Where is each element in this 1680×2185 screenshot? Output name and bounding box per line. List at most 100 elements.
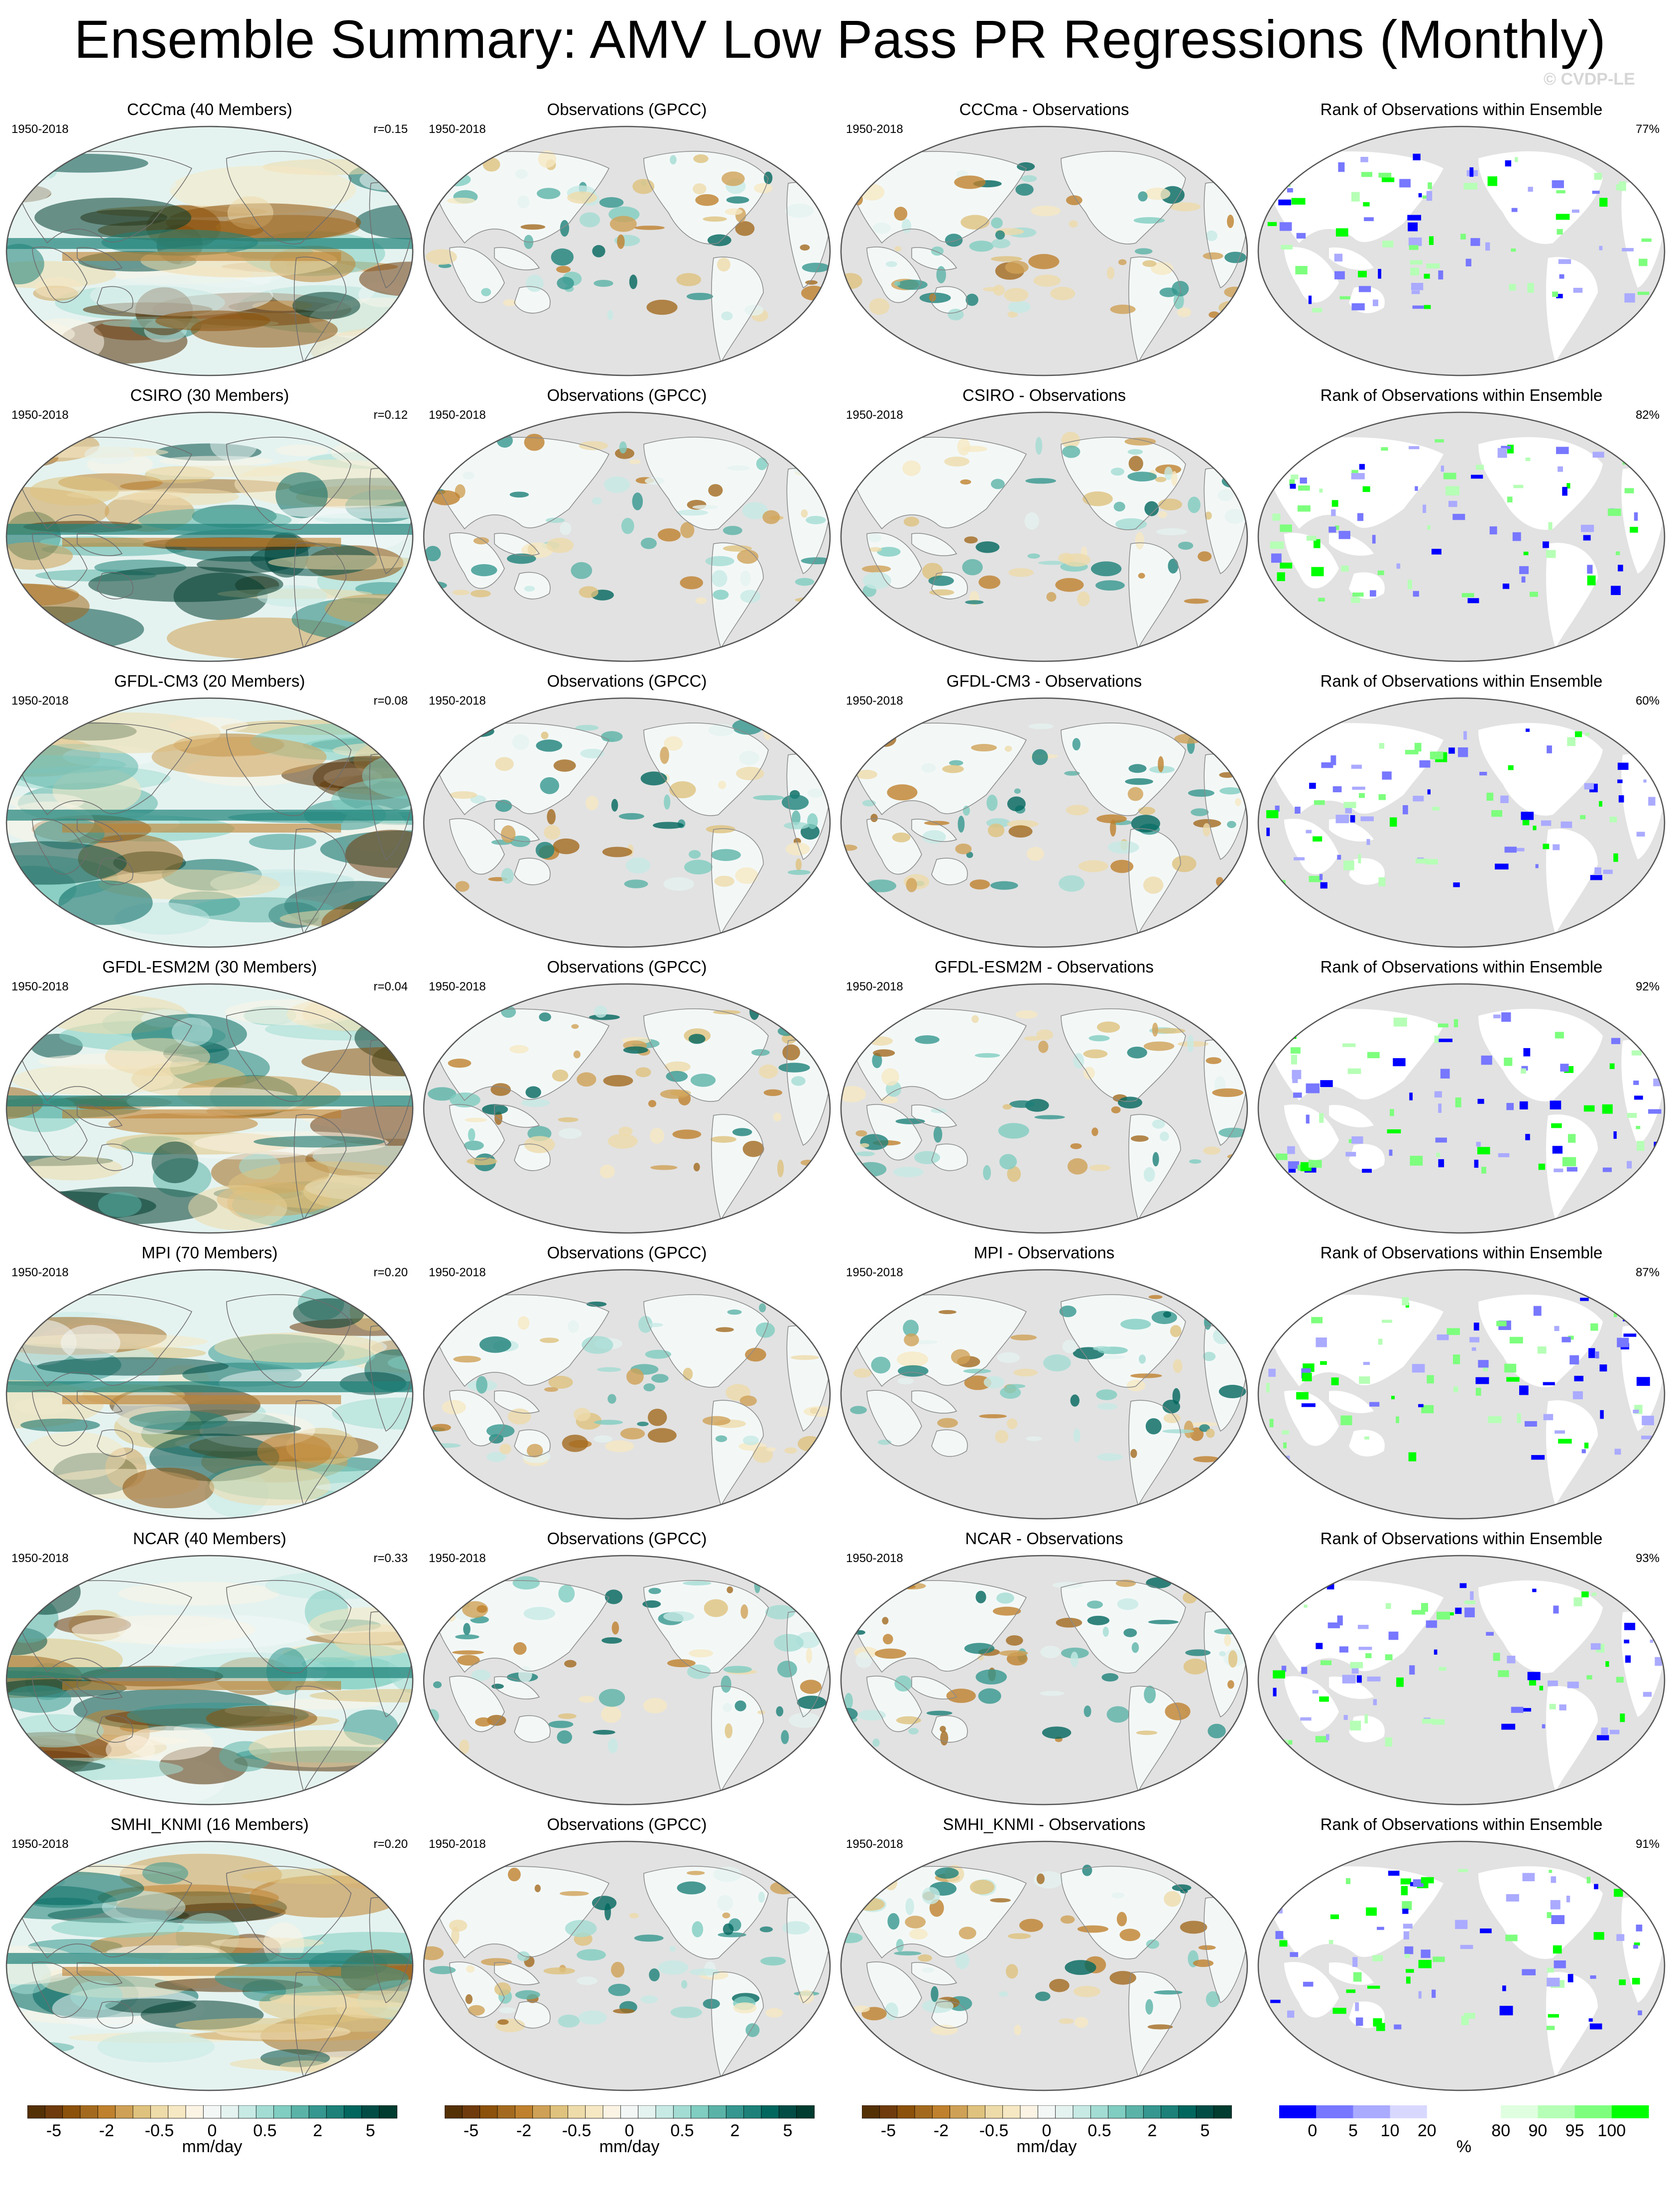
colorbar-tick-label: -5	[881, 2121, 896, 2140]
rank-colorbar-strip: 0 5 10 20 80 90 95 100	[1279, 2105, 1649, 2140]
colorbar-swatch	[203, 2105, 222, 2119]
obs-panel-4: Observations (GPCC) 1950-2018	[420, 957, 834, 1236]
colorbar-swatch	[514, 2105, 533, 2119]
colorbar-swatch	[967, 2105, 986, 2119]
colorbar-swatch	[255, 2105, 274, 2119]
rank-panel-3: Rank of Observations within Ensemble 60%	[1254, 671, 1669, 950]
watermark: © CVDP-LE	[1544, 70, 1635, 89]
panel-title: Observations (GPCC)	[547, 386, 707, 404]
rank-colorbar-tick-label: 20	[1418, 2121, 1437, 2140]
panel-title: Rank of Observations within Ensemble	[1320, 100, 1603, 119]
rank-colorbar-tick-label: 90	[1528, 2121, 1547, 2140]
panel-title: SMHI_KNMI - Observations	[943, 1815, 1146, 1833]
colorbar-swatch	[1213, 2105, 1232, 2119]
colorbar-swatch	[914, 2105, 933, 2119]
colorbar-tick-label: 0	[208, 2121, 217, 2140]
panel-title: GFDL-CM3 (20 Members)	[114, 672, 305, 690]
map-rank	[1257, 697, 1666, 948]
colorbar-swatch	[743, 2105, 762, 2119]
colorbar-diff: -5 -2 -0.5 0 0.5 2 5 mm/day	[862, 2105, 1240, 2156]
pattern-correlation: r=0.04	[373, 980, 408, 993]
rank-panel-5: Rank of Observations within Ensemble 87%	[1254, 1243, 1669, 1522]
colorbar-rank: 0 5 10 20 80 90 95 100%	[1279, 2105, 1658, 2156]
panel-title: GFDL-CM3 - Observations	[946, 672, 1142, 690]
colorbar-swatch	[984, 2105, 1003, 2119]
panel-title: Observations (GPCC)	[547, 1243, 707, 1262]
map-obs	[423, 411, 831, 662]
colorbar-swatch	[44, 2105, 63, 2119]
panel-title: GFDL-ESM2M (30 Members)	[102, 958, 317, 976]
map-rank	[1257, 1555, 1666, 1806]
colorbar-tick-label: 0.5	[1087, 2121, 1111, 2140]
rank-colorbar-tick-label: 80	[1491, 2121, 1510, 2140]
panel-title: MPI (70 Members)	[141, 1243, 278, 1262]
obs-panel-6: Observations (GPCC) 1950-2018	[420, 1529, 834, 1808]
period-label: 1950-2018	[429, 1837, 486, 1851]
colorbar-swatch	[168, 2105, 186, 2119]
rank-percent: 77%	[1635, 122, 1660, 136]
panel-title: Observations (GPCC)	[547, 958, 707, 976]
rank-colorbar-swatch	[1427, 2105, 1464, 2118]
diff-panel-7: SMHI_KNMI - Observations 1950-2018	[837, 1815, 1251, 2093]
colorbar-tick-label: 0	[1042, 2121, 1052, 2140]
pattern-correlation: r=0.08	[373, 694, 408, 708]
period-label: 1950-2018	[11, 694, 69, 708]
colorbar-swatch	[691, 2105, 709, 2119]
map-rank	[1257, 983, 1666, 1234]
colorbar-swatch	[550, 2105, 569, 2119]
map-model	[5, 1269, 414, 1520]
colorbar-swatch	[585, 2105, 603, 2119]
diff-panel-2: CSIRO - Observations 1950-2018	[837, 385, 1251, 664]
colorbar-tick-label: -0.5	[979, 2121, 1009, 2140]
obs-panel-3: Observations (GPCC) 1950-2018	[420, 671, 834, 950]
diff-panel-5: MPI - Observations 1950-2018	[837, 1243, 1251, 1522]
colorbar-swatch	[708, 2105, 727, 2119]
colorbar-swatch	[1178, 2105, 1197, 2119]
colorbar-swatch	[950, 2105, 968, 2119]
rank-colorbar-swatch	[1538, 2105, 1575, 2118]
period-label: 1950-2018	[429, 1266, 486, 1279]
panel-title: CCCma - Observations	[959, 100, 1129, 119]
colorbar-tick-label: 2	[313, 2121, 323, 2140]
diff-panel-1: CCCma - Observations 1950-2018	[837, 100, 1251, 378]
period-label: 1950-2018	[429, 408, 486, 422]
colorbar-swatch	[273, 2105, 292, 2119]
colorbar-unit: mm/day	[182, 2137, 242, 2156]
colorbar-swatch	[1055, 2105, 1074, 2119]
panel-title: Observations (GPCC)	[547, 100, 707, 119]
map-diff	[840, 983, 1248, 1234]
panel-title: CCCma (40 Members)	[127, 100, 292, 119]
period-label: 1950-2018	[11, 122, 69, 136]
colorbar-swatch	[1020, 2105, 1039, 2119]
colorbar-swatch	[480, 2105, 498, 2119]
panel-title: Rank of Observations within Ensemble	[1320, 1243, 1603, 1262]
map-obs	[423, 125, 831, 376]
map-diff	[840, 411, 1248, 662]
map-obs	[423, 1840, 831, 2091]
period-label: 1950-2018	[429, 122, 486, 136]
colorbar-swatch	[497, 2105, 516, 2119]
model-panel-5: MPI (70 Members) 1950-2018 r=0.20	[2, 1243, 417, 1522]
colorbar-unit: mm/day	[1016, 2137, 1077, 2156]
colorbar-swatch	[361, 2105, 380, 2119]
period-label: 1950-2018	[846, 1837, 903, 1851]
rank-panel-1: Rank of Observations within Ensemble 77%	[1254, 100, 1669, 378]
colorbar-swatch	[445, 2105, 463, 2119]
colorbar-swatch	[97, 2105, 116, 2119]
colorbar-tick-label: 5	[783, 2121, 793, 2140]
panel-title: Rank of Observations within Ensemble	[1320, 672, 1603, 690]
pattern-correlation: r=0.15	[373, 122, 408, 136]
obs-panel-5: Observations (GPCC) 1950-2018	[420, 1243, 834, 1522]
colorbar-swatch	[638, 2105, 656, 2119]
colorbar-tick-label: 0.5	[670, 2121, 694, 2140]
period-label: 1950-2018	[11, 1837, 69, 1851]
colorbar-swatch	[62, 2105, 81, 2119]
colorbar-model: -5 -2 -0.5 0 0.5 2 5 mm/day	[27, 2105, 406, 2156]
colorbar-swatch	[1002, 2105, 1021, 2119]
colorbar-swatch	[1108, 2105, 1126, 2119]
pattern-correlation: r=0.20	[373, 1837, 408, 1851]
colorbar-swatch	[185, 2105, 204, 2119]
colorbar-swatch	[725, 2105, 744, 2119]
period-label: 1950-2018	[429, 1552, 486, 1565]
diff-panel-6: NCAR - Observations 1950-2018	[837, 1529, 1251, 1808]
